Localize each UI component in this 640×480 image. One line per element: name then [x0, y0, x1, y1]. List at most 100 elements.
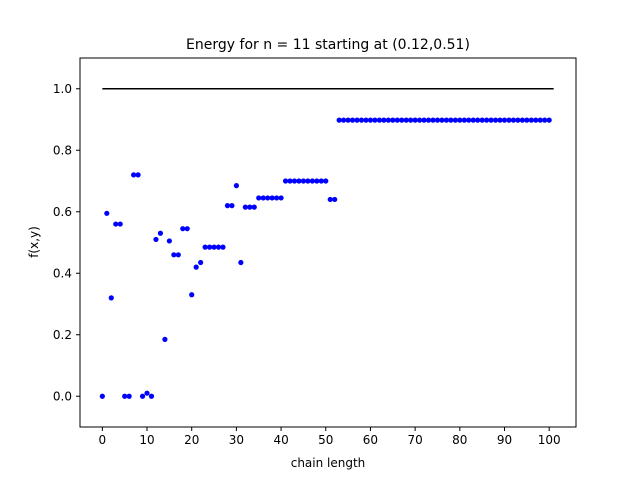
- data-point: [443, 117, 450, 123]
- data-point: [479, 117, 485, 123]
- data-point: [148, 393, 155, 399]
- data-point: [376, 117, 382, 123]
- data-point: [265, 195, 271, 201]
- x-tick-label: 70: [407, 433, 422, 447]
- x-tick-label: 0: [99, 433, 107, 447]
- data-point: [251, 204, 257, 210]
- data-point: [171, 252, 177, 258]
- data-point: [131, 172, 137, 178]
- data-point: [430, 117, 436, 123]
- data-point: [215, 244, 222, 250]
- x-tick-label: 90: [497, 433, 512, 447]
- data-point: [510, 117, 517, 123]
- data-point: [408, 117, 414, 123]
- y-axis-label: f(x,y): [27, 226, 41, 258]
- data-point: [282, 178, 289, 184]
- y-tick-label: 1.0: [53, 82, 72, 96]
- data-point: [122, 393, 128, 399]
- data-point: [144, 390, 150, 396]
- x-tick-label: 30: [229, 433, 244, 447]
- x-tick-label: 10: [139, 433, 154, 447]
- data-point: [180, 226, 186, 232]
- data-point: [542, 117, 548, 123]
- data-point: [269, 195, 275, 201]
- data-point: [515, 117, 521, 123]
- data-point: [238, 259, 244, 266]
- data-point: [220, 244, 226, 250]
- data-point: [206, 244, 213, 250]
- data-point: [421, 117, 427, 123]
- data-point: [372, 117, 378, 123]
- plot-area: [99, 87, 554, 399]
- data-point: [117, 221, 123, 227]
- y-tick-label: 0.0: [53, 389, 72, 403]
- data-point: [497, 117, 503, 123]
- data-point: [345, 117, 351, 123]
- data-point: [189, 292, 195, 298]
- y-tick-label: 0.4: [53, 266, 72, 280]
- data-point: [224, 203, 231, 209]
- data-point: [300, 178, 307, 184]
- x-tick-label: 40: [273, 433, 288, 447]
- data-point: [287, 178, 293, 184]
- data-point: [211, 244, 217, 250]
- data-point: [484, 117, 490, 123]
- data-point: [412, 117, 418, 123]
- data-point: [305, 178, 311, 184]
- data-point: [193, 264, 199, 270]
- data-point: [135, 172, 141, 178]
- data-point: [99, 393, 105, 399]
- data-point: [157, 230, 164, 236]
- data-point: [537, 117, 543, 123]
- data-point: [367, 117, 374, 123]
- chart-title: Energy for n = 11 starting at (0.12,0.51…: [186, 37, 470, 53]
- data-point: [403, 117, 409, 123]
- data-point: [461, 117, 467, 123]
- data-point: [546, 117, 552, 123]
- data-point: [184, 226, 190, 232]
- data-point: [260, 195, 266, 201]
- data-point: [153, 236, 159, 243]
- data-point: [166, 238, 172, 244]
- data-point: [452, 117, 458, 123]
- data-point: [274, 195, 280, 201]
- data-point: [318, 178, 324, 184]
- data-point: [506, 117, 512, 123]
- x-tick-label: 20: [184, 433, 199, 447]
- data-point: [519, 117, 525, 123]
- data-point: [417, 117, 423, 123]
- data-point: [139, 393, 146, 399]
- data-point: [475, 117, 481, 123]
- data-point: [175, 252, 181, 258]
- data-point: [278, 195, 284, 201]
- data-point: [358, 117, 365, 123]
- x-tick-label: 50: [318, 433, 333, 447]
- data-point: [108, 295, 114, 301]
- data-point: [332, 196, 338, 203]
- data-point: [229, 203, 235, 209]
- data-point: [247, 204, 253, 210]
- data-point: [385, 117, 391, 123]
- x-axis: 0 10 20 30 40 50 60 70 80 90 100: [99, 427, 561, 447]
- data-point: [314, 178, 320, 184]
- data-point: [354, 117, 360, 123]
- data-point: [104, 210, 110, 216]
- data-point: [341, 117, 347, 123]
- data-point: [202, 244, 208, 250]
- data-point: [291, 178, 298, 184]
- x-axis-label: chain length: [291, 456, 366, 470]
- data-point: [492, 117, 499, 123]
- data-point: [390, 117, 396, 123]
- data-point: [233, 183, 239, 189]
- data-point: [381, 117, 387, 123]
- y-tick-label: 0.8: [53, 143, 72, 157]
- axes-frame: [79, 57, 577, 428]
- data-point: [425, 117, 432, 123]
- data-point: [296, 178, 302, 184]
- y-tick-label: 0.2: [53, 328, 72, 342]
- data-point: [349, 117, 356, 123]
- data-point: [466, 117, 472, 123]
- data-point: [399, 117, 405, 123]
- y-tick-label: 0.6: [53, 205, 72, 219]
